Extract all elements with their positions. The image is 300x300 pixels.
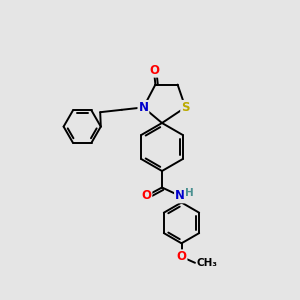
Text: S: S: [181, 101, 190, 114]
Text: CH₃: CH₃: [196, 258, 218, 268]
Text: O: O: [141, 189, 152, 203]
Text: O: O: [149, 64, 159, 77]
Text: H: H: [184, 188, 194, 198]
Text: N: N: [138, 101, 148, 114]
Text: N: N: [175, 189, 185, 203]
Text: O: O: [176, 250, 187, 263]
